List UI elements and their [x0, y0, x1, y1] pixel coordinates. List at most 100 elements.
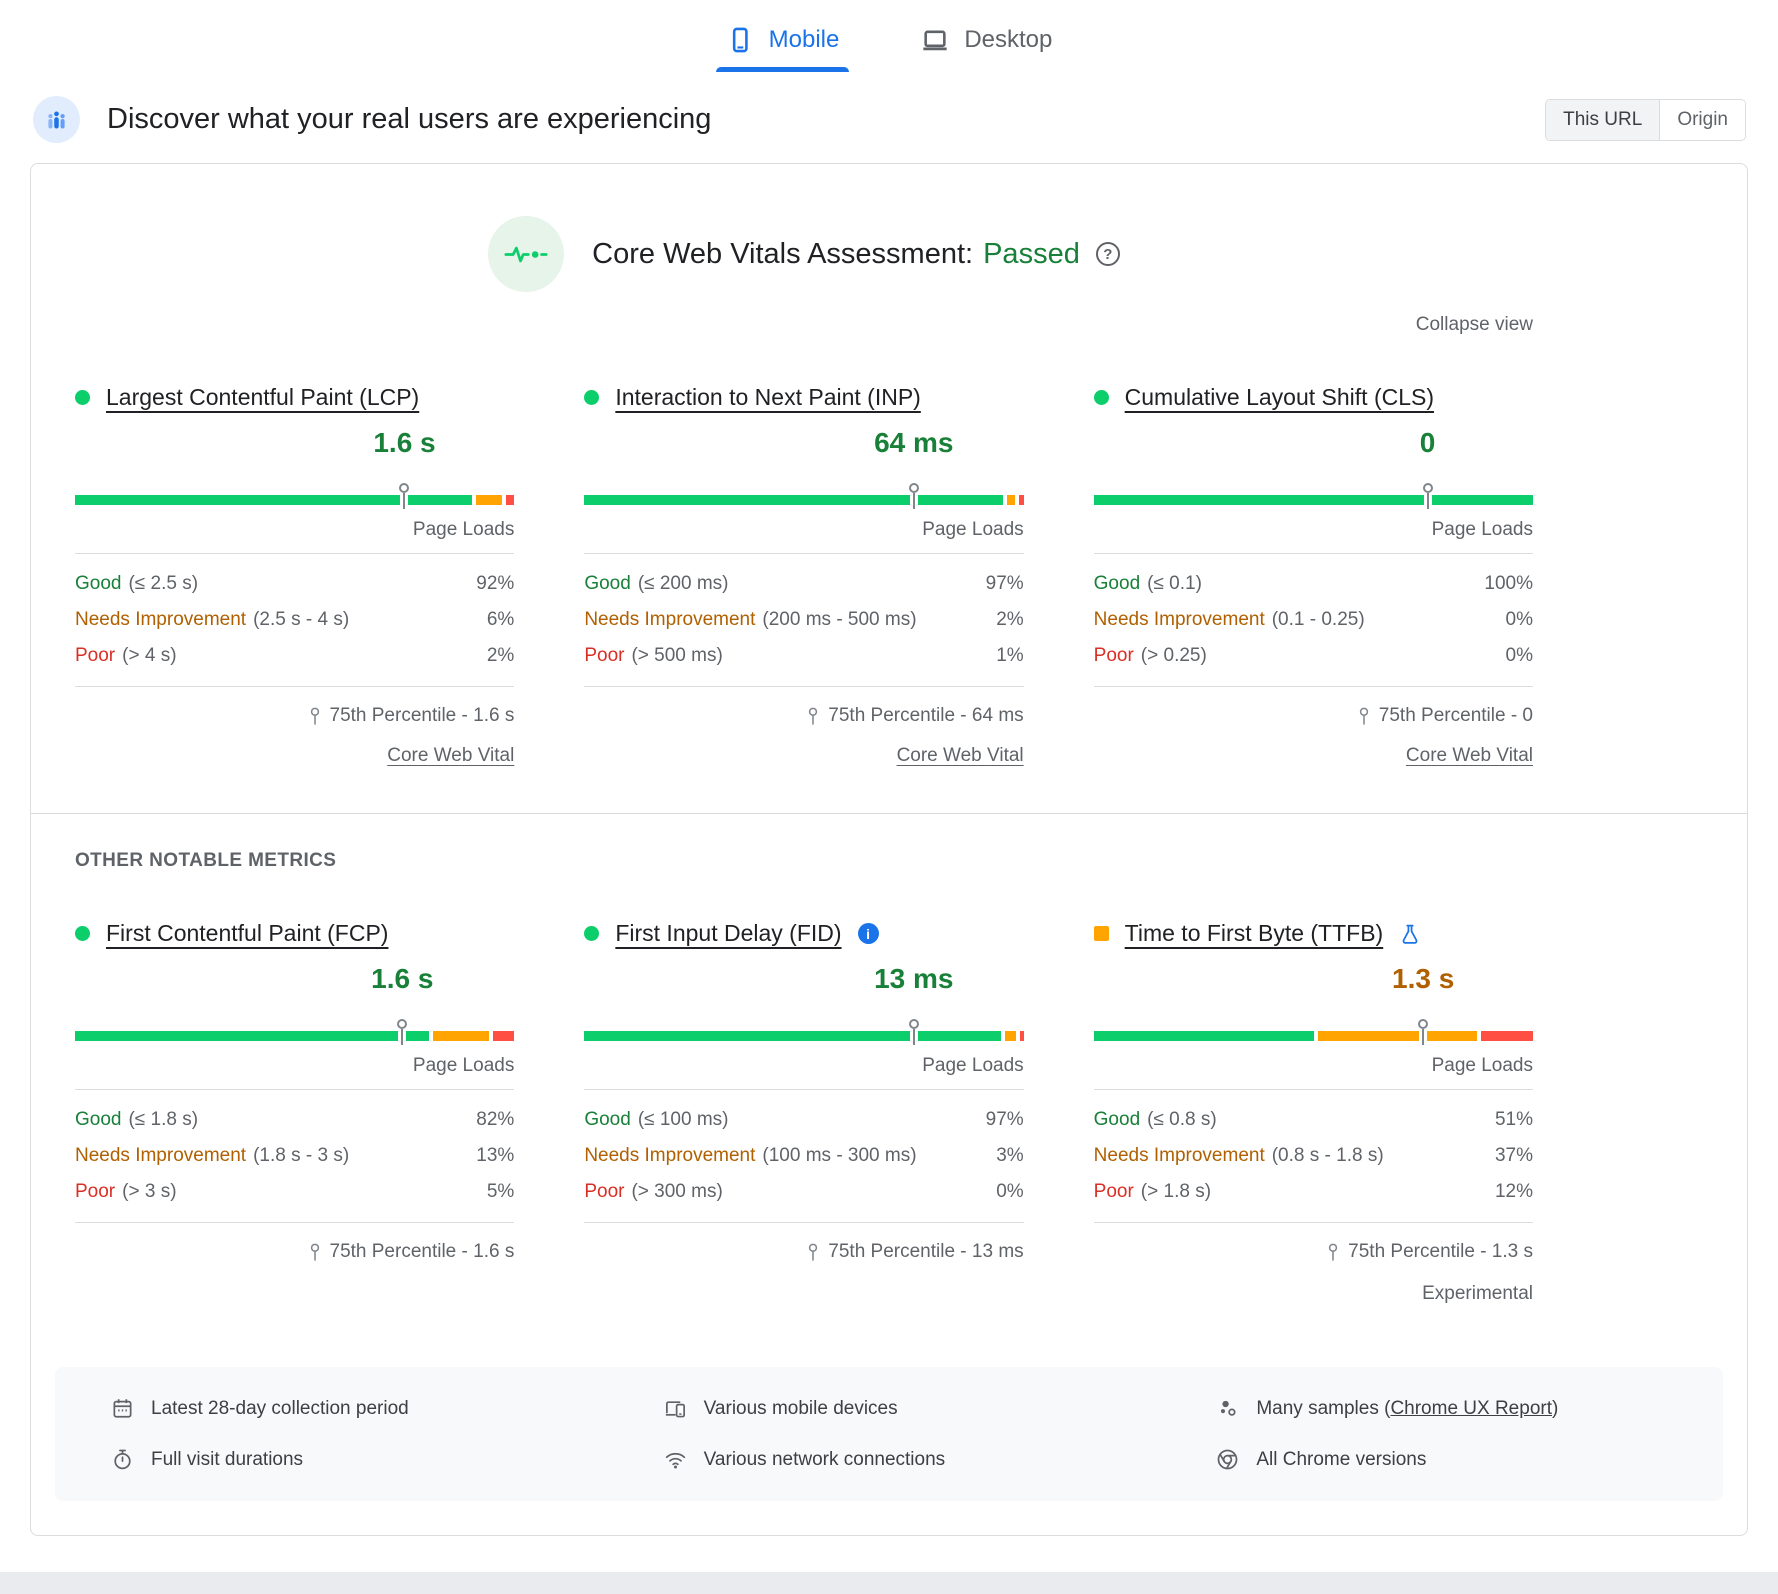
percentile-marker-pin-icon	[399, 483, 410, 509]
toggle-this-url[interactable]: This URL	[1546, 99, 1660, 140]
metric-cls-value: 0	[1419, 427, 1436, 458]
percentile-label: 75th Percentile - 1.3 s	[1094, 1241, 1533, 1263]
bar-segment-poor	[1019, 495, 1024, 505]
percentile-label: 75th Percentile - 1.6 s	[75, 705, 514, 727]
core-metrics-grid: Largest Contentful Paint (LCP) 1.6 s Page …	[75, 384, 1703, 767]
info-item: All Chrome versions	[1180, 1448, 1703, 1471]
distribution-row-ni: Needs Improvement (100 ms - 300 ms) 3%	[584, 1145, 1024, 1166]
distribution-row-good: Good (≤ 100 ms) 97%	[584, 1109, 1024, 1130]
other-metrics-heading: OTHER NOTABLE METRICS	[75, 850, 337, 871]
metric-inp-header: Interaction to Next Paint (INP)	[584, 384, 1023, 411]
metric-inp-visual: 64 ms	[584, 423, 1024, 511]
desktop-laptop-icon	[921, 26, 949, 54]
metric-ttfb-visual: 1.3 s	[1093, 959, 1533, 1047]
metric-cls-distribution-bar	[1093, 495, 1533, 505]
metric-cls-header: Cumulative Layout Shift (CLS)	[1093, 384, 1533, 411]
collection-info-bar: Latest 28-day collection period Various m…	[55, 1367, 1723, 1501]
bar-segment-ni	[475, 495, 502, 505]
page-title: Discover what your real users are experi…	[107, 103, 712, 135]
metric-cls-visual: 0	[1093, 423, 1533, 511]
metric-cls: Cumulative Layout Shift (CLS) 0 Page Loads…	[1093, 384, 1533, 767]
mobile-devices-icon	[664, 1397, 687, 1420]
core-web-vital-link[interactable]: Core Web Vital	[1405, 745, 1533, 766]
metric-fid-visual: 13 ms	[584, 959, 1024, 1047]
metric-fcp-visual: 1.6 s	[75, 959, 515, 1047]
distribution-rows: Good (≤ 200 ms) 97% Needs Improvement (200 m…	[584, 553, 1024, 687]
metric-fid-header: First Input Delay (FID) i	[584, 920, 1023, 947]
metric-lcp-title-link[interactable]: Largest Contentful Paint (LCP)	[106, 384, 420, 410]
green-dot-bullet	[75, 926, 90, 941]
help-icon[interactable]: ?	[1095, 242, 1120, 266]
section-divider	[31, 813, 1747, 814]
percentile-label: 75th Percentile - 13 ms	[584, 1241, 1024, 1263]
field-data-header: Discover what your real users are experi…	[0, 72, 1778, 163]
distribution-row-good: Good (≤ 1.8 s) 82%	[75, 1109, 515, 1130]
green-dot-bullet	[584, 390, 600, 405]
chrome-icon	[1216, 1448, 1239, 1471]
core-web-vital-link[interactable]: Core Web Vital	[387, 745, 515, 766]
metric-cls-title-link[interactable]: Cumulative Layout Shift (CLS)	[1124, 384, 1435, 410]
metric-fid-value: 13 ms	[874, 963, 954, 994]
distribution-row-ni: Needs Improvement (2.5 s - 4 s) 6%	[75, 609, 515, 630]
metric-ttfb-header: Time to First Byte (TTFB)	[1093, 920, 1533, 947]
page-loads-label: Page Loads	[412, 1055, 515, 1076]
bar-segment-ni	[1004, 1031, 1017, 1041]
distribution-row-good: Good (≤ 2.5 s) 92%	[75, 573, 515, 594]
info-icon[interactable]: i	[857, 923, 879, 944]
info-item: Various network connections	[628, 1448, 1151, 1471]
bar-segment-ni	[1317, 1031, 1478, 1041]
bar-segment-good	[75, 1031, 429, 1041]
orange-square-bullet	[1093, 926, 1109, 941]
percentile-label: 75th Percentile - 1.6 s	[75, 1241, 514, 1263]
toggle-origin[interactable]: Origin	[1659, 99, 1745, 140]
distribution-row-ni: Needs Improvement (0.8 s - 1.8 s) 37%	[1093, 1145, 1533, 1166]
metric-fid-distribution-bar	[584, 1031, 1024, 1041]
chrome-ux-report-link[interactable]: Chrome UX Report	[1390, 1397, 1552, 1419]
metric-fcp-title-link[interactable]: First Contentful Paint (FCP)	[106, 920, 389, 946]
tab-desktop[interactable]: Desktop	[915, 16, 1058, 72]
distribution-row-ni: Needs Improvement (0.1 - 0.25) 0%	[1093, 609, 1533, 630]
metric-ttfb-title-link[interactable]: Time to First Byte (TTFB)	[1124, 920, 1384, 946]
pulse-icon	[488, 216, 565, 292]
bar-segment-poor	[492, 1031, 515, 1041]
pin-icon	[309, 707, 321, 726]
distribution-row-poor: Poor (> 4 s) 2%	[75, 645, 515, 666]
percentile-marker-pin-icon	[908, 1019, 919, 1045]
metric-inp-value: 64 ms	[874, 427, 954, 458]
collapse-view-link[interactable]: Collapse view	[1415, 314, 1533, 335]
percentile-marker-pin-icon	[908, 483, 919, 509]
metric-lcp-header: Largest Contentful Paint (LCP)	[75, 384, 514, 411]
distribution-row-ni: Needs Improvement (1.8 s - 3 s) 13%	[75, 1145, 515, 1166]
device-tabs: Mobile Desktop	[0, 0, 1778, 72]
info-item: Full visit durations	[75, 1448, 598, 1471]
percentile-label: 75th Percentile - 0	[1094, 705, 1533, 727]
assessment-status: Passed	[983, 237, 1080, 270]
core-web-vital-link[interactable]: Core Web Vital	[896, 745, 1024, 766]
pin-icon	[1358, 707, 1370, 726]
metric-inp: Interaction to Next Paint (INP) 64 ms Page…	[584, 384, 1024, 767]
pin-icon	[1327, 1243, 1339, 1262]
bar-segment-poor	[1020, 1031, 1024, 1041]
metric-fid-title-link[interactable]: First Input Delay (FID)	[615, 920, 842, 946]
distribution-row-poor: Poor (> 3 s) 5%	[75, 1181, 515, 1202]
distribution-rows: Good (≤ 1.8 s) 82% Needs Improvement (1.8 s …	[75, 1089, 515, 1223]
metric-lcp-value: 1.6 s	[373, 427, 436, 458]
metric-lcp-visual: 1.6 s	[75, 423, 515, 511]
other-metrics-grid: First Contentful Paint (FCP) 1.6 s Page Lo…	[75, 920, 1703, 1305]
metric-inp-title-link[interactable]: Interaction to Next Paint (INP)	[615, 384, 921, 410]
pin-icon	[807, 1243, 819, 1262]
metric-fcp: First Contentful Paint (FCP) 1.6 s Page Lo…	[75, 920, 515, 1305]
bar-segment-good	[1093, 1031, 1314, 1041]
distribution-rows: Good (≤ 2.5 s) 92% Needs Improvement (2.5 s …	[75, 553, 515, 687]
tab-mobile-label: Mobile	[768, 26, 840, 53]
metric-inp-distribution-bar	[584, 495, 1024, 505]
tab-mobile[interactable]: Mobile	[715, 16, 850, 72]
metric-fid: First Input Delay (FID) i 13 ms Page Loads G…	[584, 920, 1024, 1305]
assessment-header: Core Web Vitals Assessment: Passed ?	[75, 216, 1533, 292]
percentile-marker-pin-icon	[397, 1019, 408, 1045]
metric-ttfb: Time to First Byte (TTFB) 1.3 s Page Loads…	[1093, 920, 1533, 1305]
samples-icon	[1216, 1397, 1239, 1420]
bar-segment-good	[75, 495, 472, 505]
flask-icon	[1399, 923, 1421, 945]
tab-desktop-label: Desktop	[964, 26, 1053, 53]
